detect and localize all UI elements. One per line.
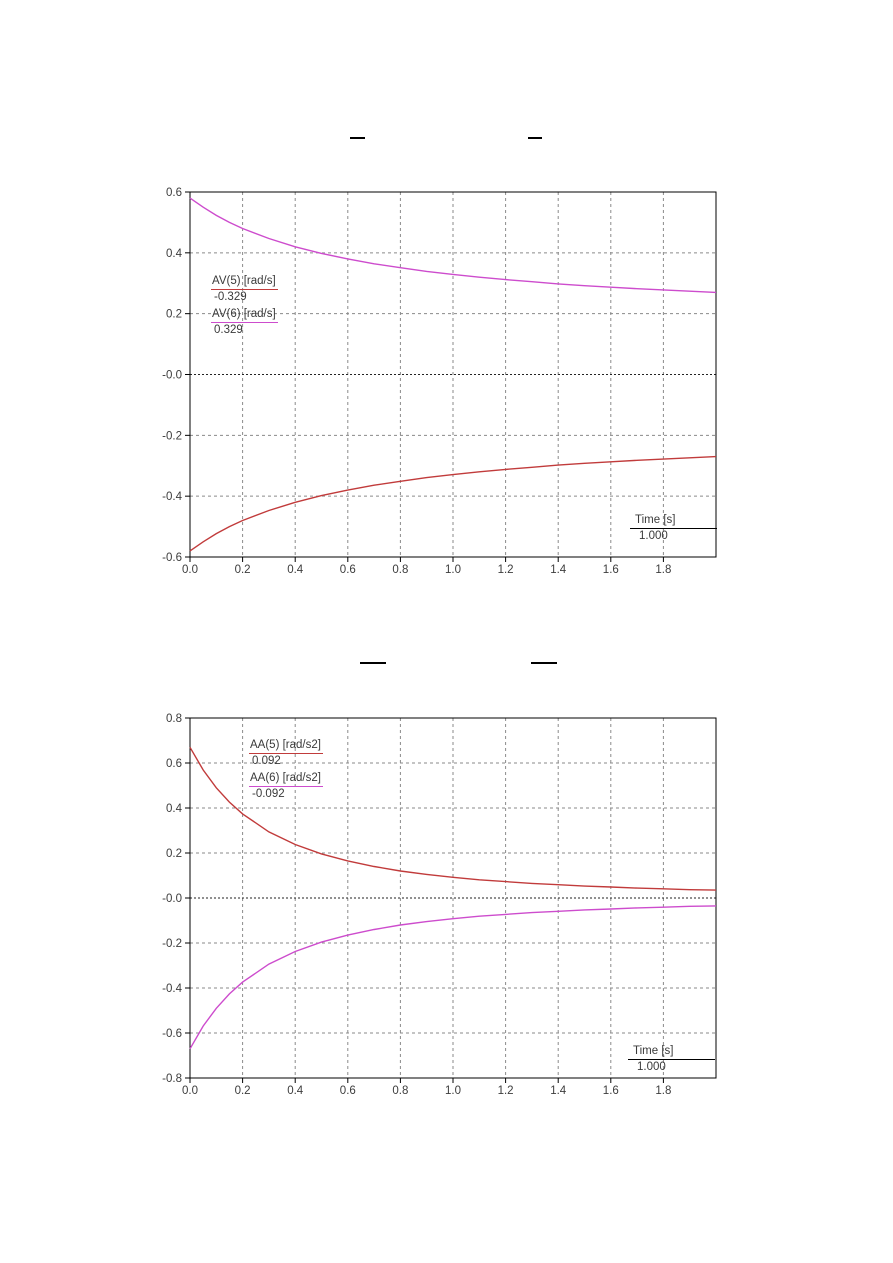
series-curve-AA(6): [189, 905, 717, 1050]
title-underline-mark: [350, 137, 365, 139]
x-tick-label: 0.0: [182, 1085, 198, 1097]
legend-entry: AA(5) [rad/s2] 0.092: [249, 739, 323, 772]
x-tick-label: 0.6: [340, 1085, 356, 1097]
x-tick-label: 1.6: [603, 564, 619, 576]
x-tick-label: 0.8: [392, 1085, 408, 1097]
y-tick-label: 0.2: [166, 309, 182, 321]
y-tick-label: -0.6: [162, 1028, 182, 1040]
x-tick-label: 0.4: [287, 1085, 304, 1097]
plot-frame: [189, 191, 717, 558]
x-tick-label: 0.8: [392, 564, 408, 576]
y-tick-label: 0.4: [166, 803, 183, 815]
series-curve-AA(5): [189, 746, 717, 891]
x-tick-label: 1.4: [550, 1085, 567, 1097]
x-tick-label: 1.2: [498, 1085, 514, 1097]
y-tick-label: 0.2: [166, 848, 182, 860]
legend-entry: AV(5) [rad/s] -0.329: [211, 275, 278, 308]
x-tick-label: 0.2: [235, 564, 251, 576]
x-tick-label: 0.2: [235, 1085, 251, 1097]
time-axis-legend: Time [s] 1.000: [628, 1045, 715, 1074]
y-tick-label: -0.2: [162, 938, 182, 950]
x-tick-label: 1.8: [655, 564, 671, 576]
title-underline-mark: [531, 662, 557, 664]
y-tick-label: -0.8: [162, 1073, 182, 1085]
y-tick-label: -0.4: [162, 983, 182, 995]
legend-series-label: AA(6) [rad/s2]: [249, 772, 323, 787]
time-axis-legend: Time [s] 1.000: [630, 514, 717, 543]
x-tick-label: 0.4: [287, 564, 304, 576]
x-tick-label: 1.0: [445, 1085, 461, 1097]
curve-legend: AV(5) [rad/s] -0.329 AV(6) [rad/s] 0.329: [211, 275, 278, 341]
y-tick-label: -0.0: [162, 370, 182, 382]
y-tick-label: 0.8: [166, 713, 182, 725]
legend-series-value: 0.329: [214, 324, 243, 336]
legend-series-value: -0.329: [214, 291, 247, 303]
time-cursor-value: 1.000: [637, 1061, 666, 1073]
time-cursor-value: 1.000: [639, 530, 668, 542]
y-tick-label: -0.4: [162, 491, 182, 503]
x-tick-label: 1.8: [655, 1085, 671, 1097]
legend-series-label: AA(5) [rad/s2]: [249, 739, 323, 754]
y-tick-label: -0.0: [162, 893, 182, 905]
x-tick-label: 0.6: [340, 564, 356, 576]
x-tick-label: 0.0: [182, 564, 198, 576]
y-tick-label: -0.2: [162, 430, 182, 442]
curve-legend: AA(5) [rad/s2] 0.092 AA(6) [rad/s2] -0.0…: [249, 739, 323, 805]
time-axis-label: Time [s]: [630, 514, 717, 529]
y-tick-label: 0.6: [166, 758, 182, 770]
legend-series-value: -0.092: [252, 788, 285, 800]
series-curve-AV(6): [189, 197, 717, 294]
title-underline-mark: [528, 137, 542, 139]
series-curve-AV(5): [189, 455, 717, 552]
time-axis-label: Time [s]: [628, 1045, 715, 1060]
plot-frame: [189, 717, 717, 1079]
legend-entry: AV(6) [rad/s] 0.329: [211, 308, 278, 341]
y-tick-label: -0.6: [162, 552, 182, 564]
x-tick-label: 1.6: [603, 1085, 619, 1097]
x-tick-label: 1.0: [445, 564, 461, 576]
legend-series-value: 0.092: [252, 755, 281, 767]
legend-series-label: AV(5) [rad/s]: [211, 275, 278, 290]
x-tick-label: 1.4: [550, 564, 567, 576]
y-tick-label: 0.4: [166, 248, 183, 260]
legend-series-label: AV(6) [rad/s]: [211, 308, 278, 323]
title-underline-mark: [360, 662, 386, 664]
x-tick-label: 1.2: [498, 564, 514, 576]
y-tick-label: 0.6: [166, 187, 182, 199]
legend-entry: AA(6) [rad/s2] -0.092: [249, 772, 323, 805]
